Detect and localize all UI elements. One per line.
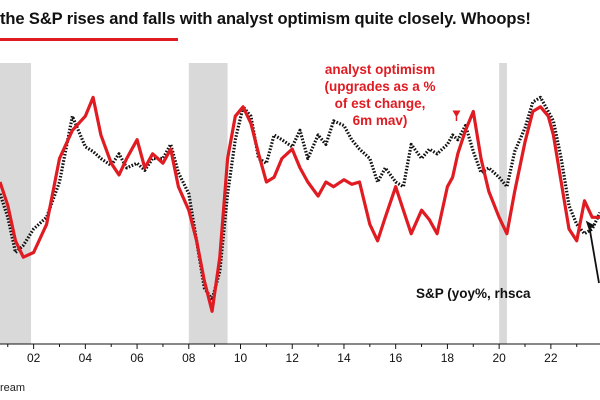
x-tick-label: 12 [286, 351, 300, 365]
title-underline [0, 38, 178, 41]
x-tick-label: 10 [234, 351, 248, 365]
recession-band-1 [0, 63, 32, 344]
x-tick-label: 06 [130, 351, 144, 365]
x-tick-label: 04 [79, 351, 93, 365]
series-line-optimism [0, 95, 600, 313]
x-tick-label: 18 [441, 351, 455, 365]
chart: 02 04 06 08 10 12 14 16 18 20 22 analyst optimism (… [0, 62, 600, 365]
series-group [0, 95, 600, 313]
annotation-optimism-line: analyst optimism [325, 62, 435, 77]
annotations: analyst optimism (upgrades as a % of est c… [324, 62, 600, 301]
annotation-optimism-line: of est change, [335, 96, 426, 111]
annotation-sp-arrow [587, 223, 600, 284]
x-tick-label: 20 [492, 351, 506, 365]
x-tick-label: 22 [544, 351, 558, 365]
x-tick-label: 08 [182, 351, 196, 365]
source-note: ream [0, 382, 26, 394]
x-axis: 02 04 06 08 10 12 14 16 18 20 22 [0, 343, 600, 365]
annotation-optimism-arrowhead [452, 110, 461, 118]
x-tick-label: 14 [337, 351, 351, 365]
x-tick-label: 16 [389, 351, 403, 365]
recession-band-3 [499, 63, 507, 344]
annotation-optimism-line: (upgrades as a % [324, 79, 435, 94]
annotation-sp-label: S&P (yoy%, rhsca [416, 286, 531, 301]
annotation-sp-arrowhead [585, 220, 595, 230]
chart-title: the S&P rises and falls with analyst opt… [0, 10, 531, 28]
recession-shading [0, 63, 507, 344]
annotation-optimism-line: 6m mav) [353, 113, 408, 128]
series-line-sp [0, 95, 600, 302]
x-tick-label: 02 [27, 351, 41, 365]
